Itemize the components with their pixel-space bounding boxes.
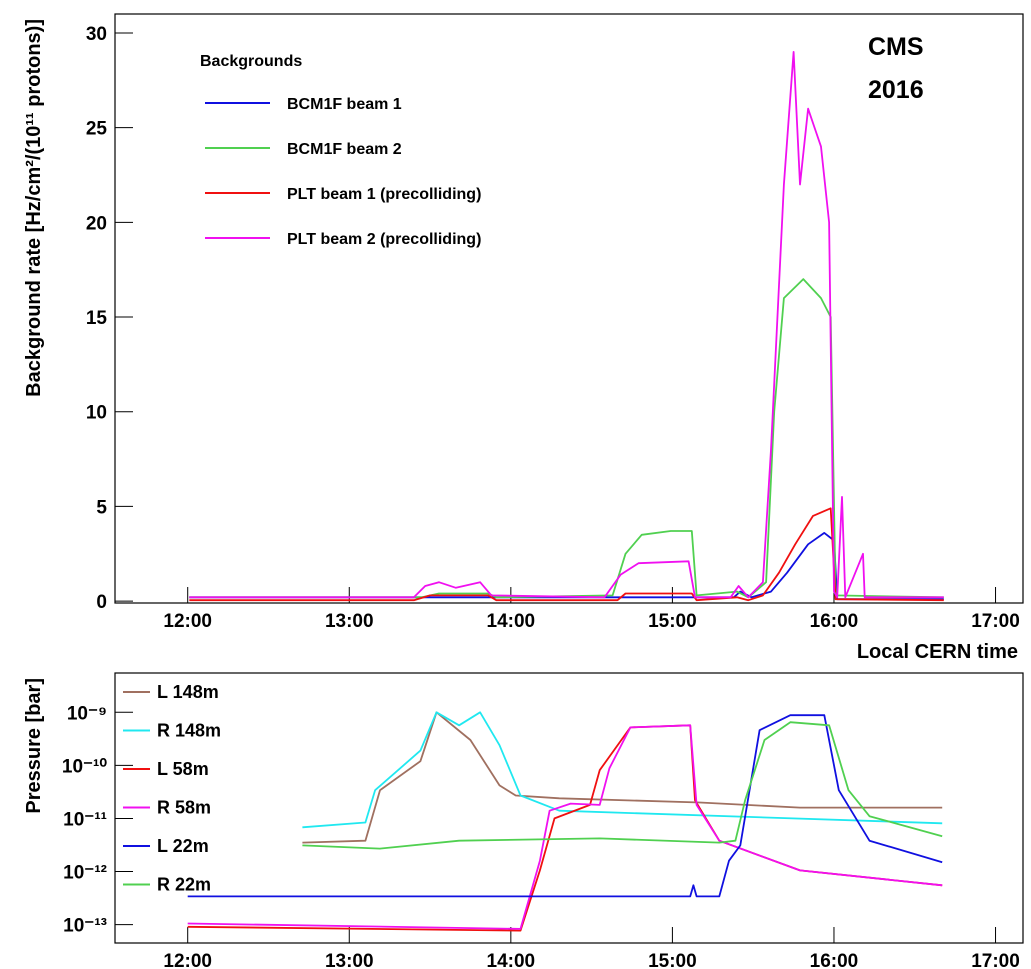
series-line bbox=[302, 721, 943, 850]
legend-label: PLT beam 2 (precolliding) bbox=[287, 231, 481, 248]
series-line bbox=[187, 724, 943, 930]
series-line bbox=[189, 51, 944, 599]
y-tick-label: 10⁻¹⁰ bbox=[62, 756, 107, 777]
legend-title: Backgrounds bbox=[200, 53, 302, 70]
x-tick-label: 12:00 bbox=[163, 611, 212, 632]
plot-frame bbox=[114, 13, 1024, 604]
annotation: 2016 bbox=[868, 76, 924, 104]
legend-label: L 22m bbox=[157, 836, 209, 856]
series-line bbox=[189, 507, 944, 602]
plot-frame bbox=[114, 672, 1024, 944]
x-tick-label: 13:00 bbox=[325, 951, 374, 969]
series-line bbox=[187, 724, 943, 932]
x-tick-label: 15:00 bbox=[648, 611, 697, 632]
annotation: CMS bbox=[868, 33, 924, 61]
y-tick-label: 10⁻¹³ bbox=[63, 916, 107, 937]
x-tick-label: 15:00 bbox=[648, 951, 697, 969]
y-tick-label: 10⁻¹¹ bbox=[63, 809, 107, 830]
y-tick-label: 5 bbox=[96, 497, 107, 518]
y-tick-label: 20 bbox=[86, 213, 107, 234]
y-axis-label: Background rate [Hz/cm²/(10¹¹ protons)] bbox=[23, 19, 45, 397]
legend-label: L 148m bbox=[157, 682, 219, 702]
legend-label: PLT beam 1 (precolliding) bbox=[287, 186, 481, 203]
y-tick-label: 25 bbox=[86, 119, 108, 140]
y-tick-label: 15 bbox=[86, 308, 108, 329]
y-axis-label: Pressure [bar] bbox=[23, 678, 45, 814]
legend-label: L 58m bbox=[157, 759, 209, 779]
legend-label: R 148m bbox=[157, 721, 221, 741]
x-tick-label: 14:00 bbox=[487, 951, 536, 969]
x-axis-label: Local CERN time bbox=[857, 641, 1018, 663]
x-tick-label: 14:00 bbox=[487, 611, 536, 632]
y-tick-label: 10 bbox=[86, 403, 107, 424]
y-tick-label: 10⁻⁹ bbox=[67, 703, 107, 724]
legend-label: BCM1F beam 1 bbox=[287, 96, 402, 113]
series-line bbox=[189, 532, 944, 601]
x-tick-label: 17:00 bbox=[971, 951, 1020, 969]
x-tick-label: 12:00 bbox=[163, 951, 212, 969]
legend-label: BCM1F beam 2 bbox=[287, 141, 402, 158]
x-tick-label: 16:00 bbox=[810, 611, 859, 632]
legend-label: R 22m bbox=[157, 875, 211, 895]
series-line bbox=[302, 711, 943, 844]
y-tick-label: 0 bbox=[96, 592, 107, 613]
y-tick-label: 10⁻¹² bbox=[63, 863, 107, 884]
x-tick-label: 13:00 bbox=[325, 611, 374, 632]
x-tick-label: 16:00 bbox=[810, 951, 859, 969]
x-tick-label: 17:00 bbox=[971, 611, 1020, 632]
legend-label: R 58m bbox=[157, 798, 211, 818]
y-tick-label: 30 bbox=[86, 24, 107, 45]
series-line bbox=[302, 711, 943, 829]
series-line bbox=[187, 714, 943, 898]
